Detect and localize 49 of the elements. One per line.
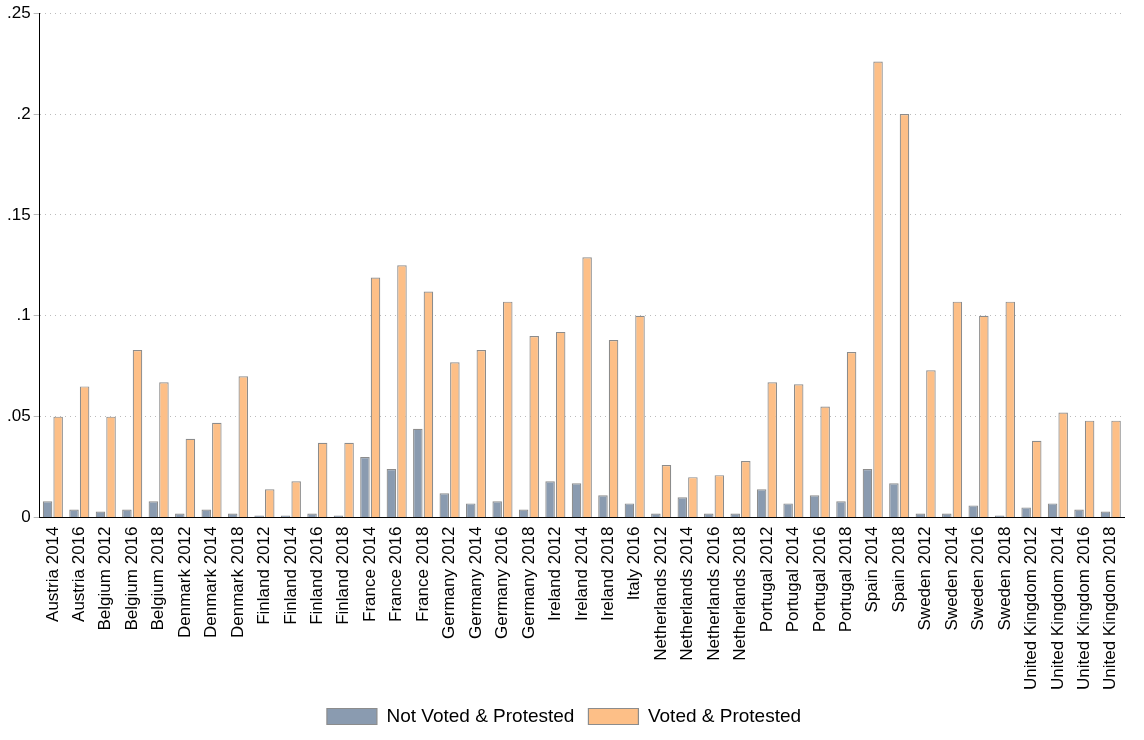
x-tick-label: United Kingdom 2012 [1021, 526, 1041, 691]
x-tick-label: Finland 2018 [333, 526, 353, 625]
x-tick-label: Portugal 2016 [809, 526, 829, 633]
x-tick-label: Italy 2016 [624, 526, 644, 601]
y-tick-label: 0 [21, 507, 31, 527]
x-tick-label: France 2018 [412, 526, 432, 622]
x-tick-label: Ireland 2018 [597, 526, 617, 622]
x-tick-label: Netherlands 2012 [650, 526, 670, 661]
x-tick-label: Spain 2018 [888, 526, 908, 613]
x-tick-label: Germany 2012 [439, 526, 459, 639]
y-tick-label: .15 [6, 204, 31, 224]
x-tick-label: United Kingdom 2016 [1074, 526, 1094, 691]
x-tick-label: France 2014 [359, 526, 379, 622]
x-tick-label: France 2016 [386, 526, 406, 622]
x-tick-label: Finland 2014 [280, 526, 300, 625]
x-tick-label: Portugal 2012 [756, 526, 776, 633]
x-tick-label: Austria 2016 [68, 526, 88, 622]
x-tick-label: Spain 2014 [862, 526, 882, 613]
x-tick-label: Sweden 2014 [941, 526, 961, 631]
y-tick-label: .1 [16, 305, 31, 325]
x-tick-label: Portugal 2018 [835, 526, 855, 633]
y-tick-label: .05 [6, 406, 31, 426]
x-tick-label: Sweden 2018 [994, 526, 1014, 631]
x-tick-label: Denmark 2018 [227, 526, 247, 639]
x-tick-label: Finland 2012 [254, 526, 274, 625]
x-tick-label: United Kingdom 2014 [1047, 526, 1067, 691]
x-tick-label: Germany 2016 [492, 526, 512, 639]
x-tick-label: Ireland 2012 [545, 526, 565, 622]
legend-label: Not Voted & Protested [386, 704, 575, 726]
x-tick-label: Belgium 2018 [148, 526, 168, 631]
x-tick-label: Netherlands 2016 [703, 526, 723, 661]
legend-label: Voted & Protested [647, 704, 802, 726]
x-tick-label: Denmark 2012 [174, 526, 194, 639]
x-tick-label: Sweden 2012 [915, 526, 935, 631]
x-tick-label: Germany 2018 [518, 526, 538, 639]
x-tick-label: Finland 2016 [307, 526, 327, 625]
x-tick-label: Ireland 2014 [571, 526, 591, 622]
x-tick-label: Netherlands 2014 [677, 526, 697, 661]
x-tick-label: Belgium 2012 [95, 526, 115, 631]
x-tick-label: Germany 2014 [465, 526, 485, 639]
x-tick-label: United Kingdom 2018 [1100, 526, 1120, 691]
x-tick-label: Portugal 2014 [783, 526, 803, 633]
y-tick-label: .2 [16, 103, 31, 123]
x-tick-label: Netherlands 2018 [730, 526, 750, 661]
x-tick-label: Denmark 2014 [201, 526, 221, 639]
x-tick-label: Sweden 2016 [968, 526, 988, 631]
y-tick-label: .25 [6, 2, 31, 22]
x-tick-label: Austria 2014 [42, 526, 62, 622]
x-tick-label: Belgium 2016 [121, 526, 141, 631]
